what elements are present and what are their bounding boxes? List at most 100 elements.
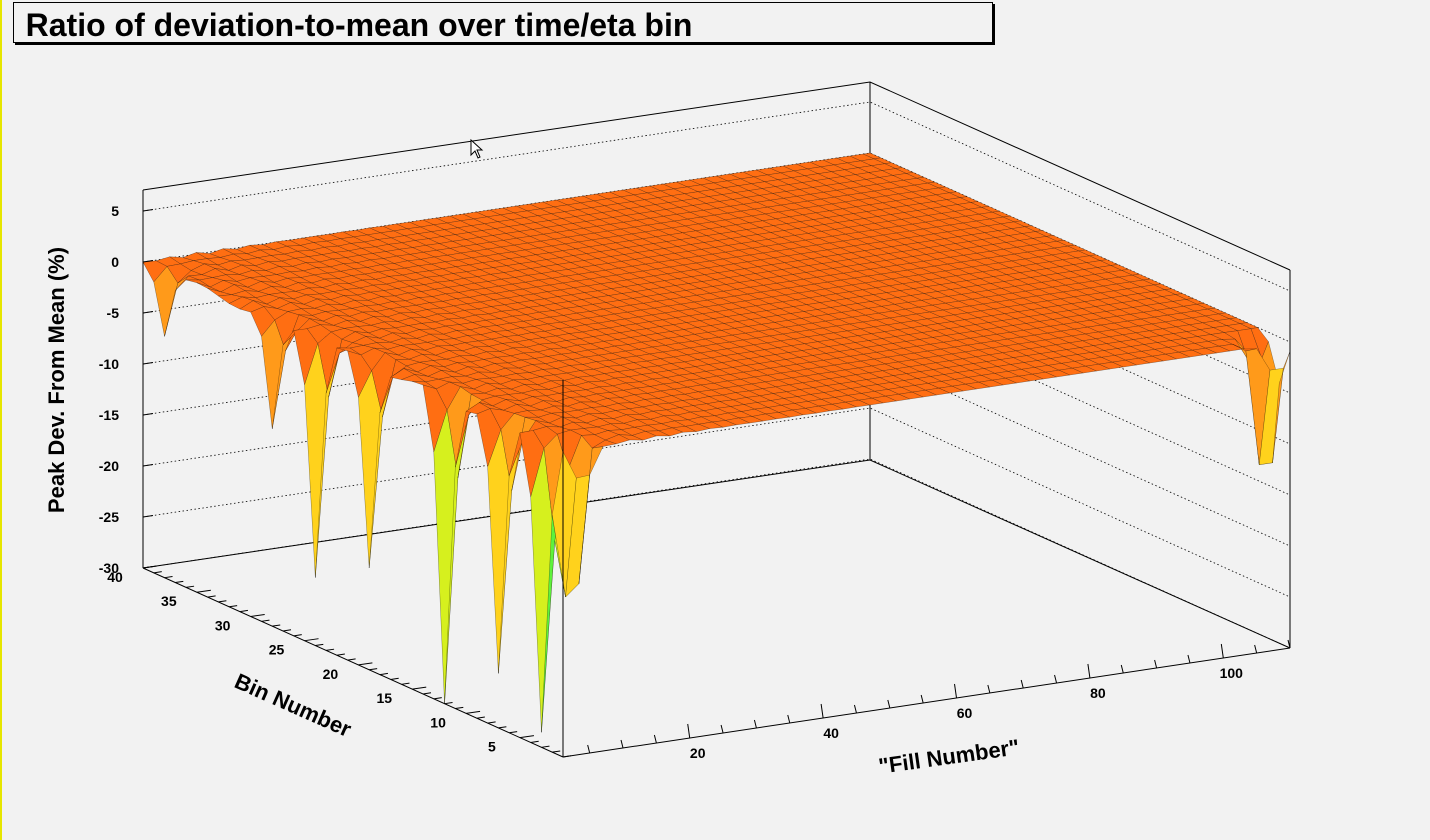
x-tick-label: 80 (1090, 685, 1106, 701)
x-tick-mark (987, 684, 991, 694)
x-tick-label: 20 (690, 745, 706, 761)
y-tick-mark (422, 692, 432, 695)
y-tick-mark (433, 697, 442, 700)
x-tick-mark (787, 714, 791, 724)
y-tick-mark (207, 595, 216, 598)
x-tick-mark (1087, 663, 1091, 679)
z-tick-label: -5 (107, 305, 120, 321)
x-tick-mark (1187, 654, 1191, 664)
z-axis-ticks: 5 0 -5 -10 -15 -20 -25 -30 (99, 203, 154, 576)
y-tick-mark (261, 619, 270, 622)
y-tick-mark (239, 609, 248, 613)
title-box: Ratio of deviation-to-mean over time/eta… (13, 2, 993, 43)
front-frame (142, 190, 1291, 758)
y-tick-label: 20 (323, 666, 339, 682)
y-tick-mark (358, 662, 373, 666)
y-tick-mark (519, 735, 534, 739)
x-tick-mark (954, 683, 958, 699)
y-tick-mark (229, 605, 238, 608)
x-tick-mark (853, 704, 857, 714)
y-tick-mark (552, 750, 561, 753)
y-tick-label: 15 (376, 690, 392, 706)
y-tick-mark (347, 658, 356, 661)
z-tick-label: -30 (99, 560, 119, 576)
x-tick-mark (587, 744, 591, 754)
y-tick-mark (153, 571, 162, 574)
x-tick-mark (720, 724, 724, 734)
y-tick-mark (326, 648, 335, 651)
y-tick-mark (509, 731, 518, 734)
z-tick-mark (142, 362, 154, 365)
y-tick-mark (304, 638, 319, 642)
y-tick-mark (196, 589, 211, 593)
x-tick-mark (1054, 674, 1058, 684)
grid-line (142, 407, 1291, 598)
y-tick-mark (562, 755, 572, 758)
x-tick-mark (1120, 664, 1124, 674)
y-tick-mark (379, 672, 388, 676)
x-tick-label: 60 (957, 705, 973, 721)
z-tick-mark (142, 260, 154, 263)
y-tick-mark (315, 643, 324, 647)
y-tick-label: 10 (430, 714, 446, 730)
x-tick-mark (1287, 639, 1291, 649)
x-tick-label: 100 (1220, 665, 1244, 681)
y-tick-mark (476, 716, 485, 719)
x-axis-title: "Fill Number" (877, 734, 1021, 779)
y-tick-mark (293, 634, 302, 637)
y-tick-mark (412, 686, 427, 690)
y-tick-mark (401, 682, 410, 685)
x-tick-mark (1254, 644, 1258, 654)
x-tick-mark (820, 703, 824, 719)
y-tick-mark (487, 721, 496, 724)
y-tick-mark (164, 575, 173, 579)
y-tick-label: 35 (161, 593, 177, 609)
y-tick-mark (455, 706, 464, 710)
y-tick-label: 30 (215, 617, 231, 633)
grid-line (142, 458, 1291, 649)
y-tick-mark (218, 600, 227, 603)
z-tick-label: -20 (99, 458, 119, 474)
x-tick-mark (653, 734, 657, 744)
z-tick-mark (142, 515, 154, 518)
x-axis-ticks: 20 40 60 80 100 (587, 639, 1291, 761)
y-tick-mark (175, 580, 184, 584)
z-tick-mark (142, 209, 154, 212)
y-tick-mark (186, 585, 195, 588)
y-tick-mark (466, 710, 481, 714)
y-tick-mark (530, 740, 539, 743)
z-tick-mark (142, 413, 154, 416)
z-tick-label: -25 (99, 509, 119, 525)
x-tick-mark (753, 719, 757, 729)
x-tick-mark (687, 723, 691, 739)
grid-line (142, 101, 1291, 292)
y-tick-mark (369, 668, 378, 671)
y-tick-mark (336, 653, 345, 656)
x-tick-mark (887, 699, 891, 709)
y-tick-mark (142, 565, 158, 569)
chart-title: Ratio of deviation-to-mean over time/eta… (25, 7, 693, 43)
x-tick-mark (1020, 679, 1024, 689)
y-tick-label: 25 (269, 642, 285, 658)
surface (142, 152, 1291, 733)
z-tick-mark (142, 464, 154, 467)
window-left-edge (0, 0, 2, 840)
x-tick-mark (1154, 659, 1158, 669)
y-tick-mark (272, 624, 281, 627)
z-tick-label: -15 (99, 407, 119, 423)
y-tick-mark (444, 701, 453, 705)
y-tick-mark (282, 629, 292, 632)
y-tick-label: 5 (488, 739, 496, 755)
y-tick-mark (250, 613, 265, 617)
z-tick-mark (142, 311, 154, 314)
x-tick-label: 40 (823, 725, 839, 741)
z-tick-label: 0 (111, 254, 119, 270)
y-axis-ticks: 5 10 15 20 25 30 35 40 (107, 565, 572, 758)
z-tick-label: -10 (99, 356, 119, 372)
mouse-cursor-icon (470, 138, 484, 159)
y-tick-mark (390, 677, 399, 680)
x-tick-mark (620, 739, 624, 749)
y-tick-mark (498, 726, 507, 729)
z-tick-label: 5 (111, 203, 119, 219)
